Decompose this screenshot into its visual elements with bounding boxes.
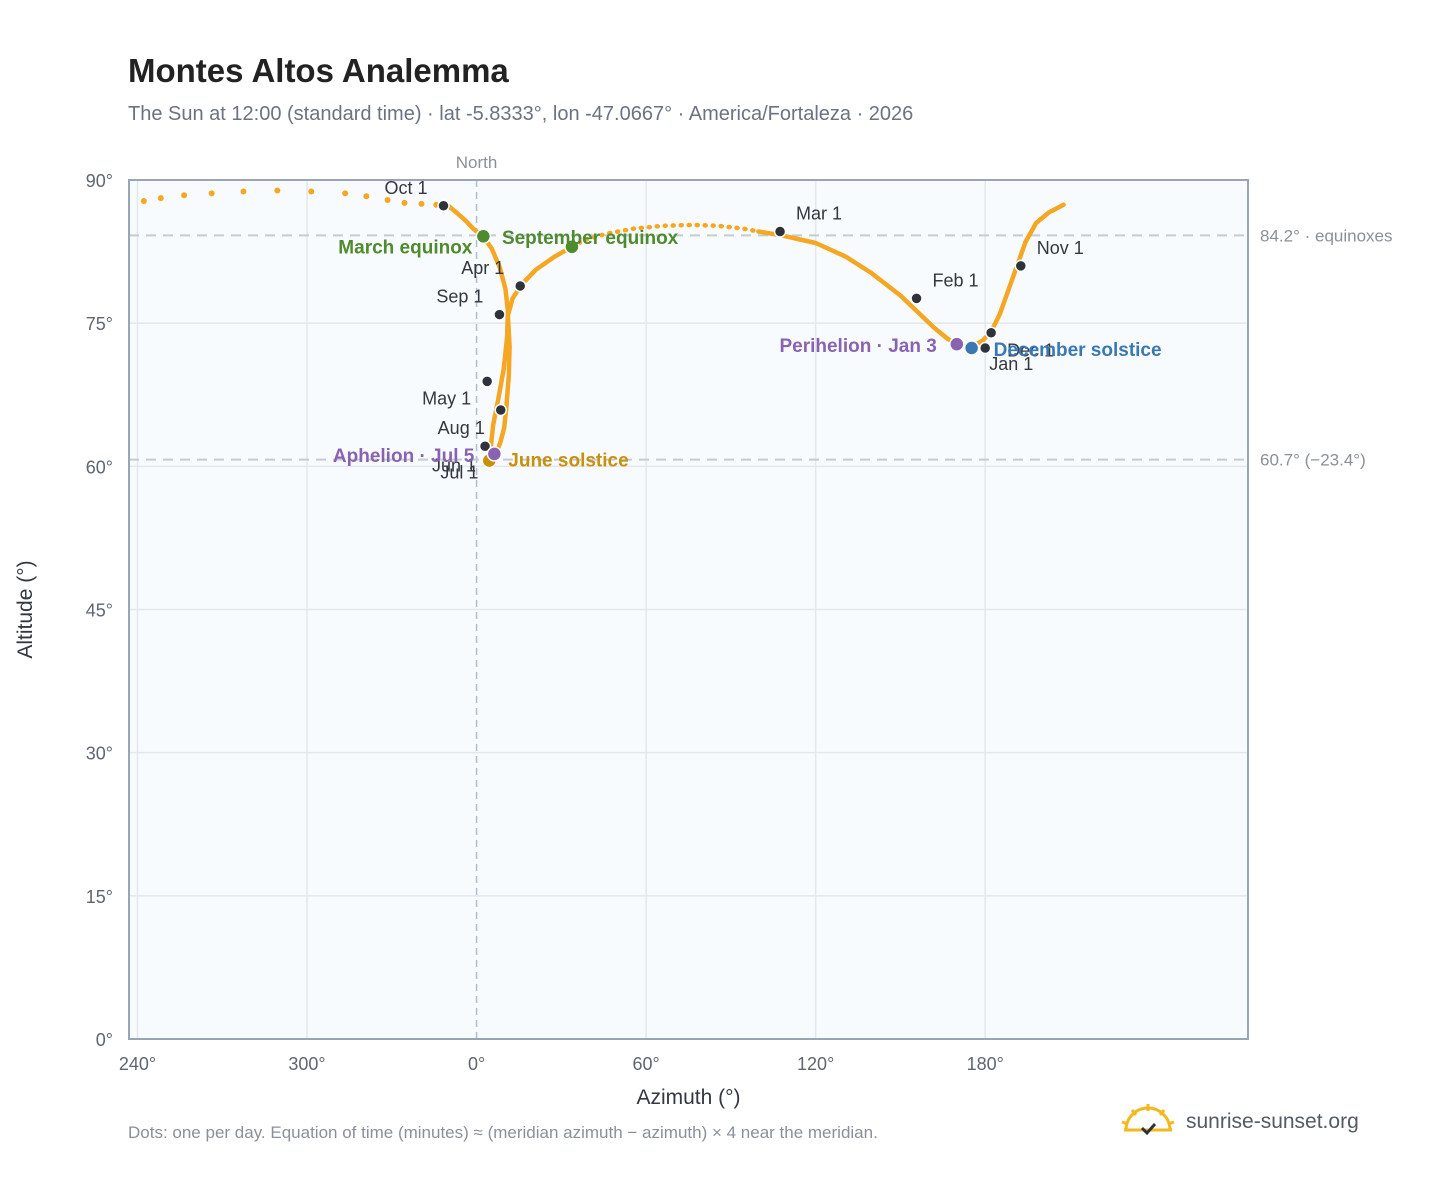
brand-logo[interactable]: sunrise-sunset.org xyxy=(1120,1102,1359,1142)
month-marker-label: Jun 1 xyxy=(432,455,476,475)
daily-dot xyxy=(418,200,425,207)
event-marker xyxy=(564,239,580,255)
daily-dot xyxy=(342,190,349,197)
daily-dot xyxy=(308,188,315,195)
month-marker xyxy=(910,292,923,305)
event-marker xyxy=(475,228,492,245)
month-marker-label: Mar 1 xyxy=(796,204,842,224)
month-marker xyxy=(978,341,992,355)
chart-subtitle: The Sun at 12:00 (standard time) · lat -… xyxy=(128,103,914,125)
month-marker xyxy=(493,308,506,321)
month-marker xyxy=(773,225,787,238)
month-marker xyxy=(513,279,527,293)
daily-dot xyxy=(363,193,370,200)
x-tick-label: 120° xyxy=(797,1054,834,1074)
event-markers: March equinox September equinox June solst… xyxy=(333,228,1162,472)
month-marker-label: Aug 1 xyxy=(438,418,485,438)
daily-dot xyxy=(401,199,408,206)
axes: 0° 15° 30° 45° 60° 75° 90° 240° 300° 0° 60° 120° 180… xyxy=(14,171,1004,1109)
brand-name: sunrise-sunset.org xyxy=(1186,1110,1359,1133)
x-tick-label: 300° xyxy=(288,1054,325,1074)
analemma-segment xyxy=(490,244,575,462)
x-tick-label: 180° xyxy=(967,1054,1004,1074)
x-tick-label: 0° xyxy=(468,1054,485,1074)
reference-line-label: 84.2° · equinoxes xyxy=(1260,226,1393,245)
y-tick-label: 0° xyxy=(96,1030,113,1050)
footnote: Dots: one per day. Equation of time (min… xyxy=(128,1123,878,1142)
month-marker xyxy=(480,375,494,388)
y-tick-label: 60° xyxy=(86,457,113,477)
month-marker-label: Nov 1 xyxy=(1037,238,1084,258)
daily-dot xyxy=(208,190,215,197)
daily-dot xyxy=(240,188,247,195)
event-label: Aphelion · Jul 5 xyxy=(333,446,475,467)
y-tick-label: 45° xyxy=(86,601,113,621)
sun-icon xyxy=(1121,1104,1175,1136)
daily-dot xyxy=(181,192,188,199)
reference-lines: North 84.2° · equinoxes 60.7° (−23.4°) xyxy=(129,153,1393,1039)
month-marker-label: Apr 1 xyxy=(461,258,504,278)
chart-title: Montes Altos Analemma xyxy=(128,52,509,89)
month-marker-label: Dec 1 xyxy=(1007,341,1054,361)
event-label: Perihelion · Jan 3 xyxy=(779,336,936,357)
event-marker xyxy=(486,446,503,462)
y-tick-label: 90° xyxy=(86,171,113,191)
analemma-segment xyxy=(569,222,761,250)
y-tick-label: 15° xyxy=(86,887,113,907)
analemma-segment xyxy=(445,203,511,462)
plot-frame xyxy=(128,179,1249,1040)
reference-line-label: 60.7° (−23.4°) xyxy=(1260,451,1366,470)
meridian-label: North xyxy=(456,153,498,172)
month-marker xyxy=(478,440,492,453)
month-marker-label: Sep 1 xyxy=(436,287,483,307)
y-axis-title: Altitude (°) xyxy=(14,560,37,658)
x-axis-title: Azimuth (°) xyxy=(636,1086,740,1109)
month-marker-label: Feb 1 xyxy=(933,270,979,290)
x-tick-label: 60° xyxy=(632,1054,659,1074)
event-marker xyxy=(963,340,980,356)
event-marker xyxy=(949,336,965,352)
month-marker xyxy=(1014,259,1028,273)
month-marker-label: Jul 1 xyxy=(440,463,478,483)
month-marker xyxy=(984,326,998,339)
month-marker xyxy=(437,199,450,213)
event-label: March equinox xyxy=(338,237,473,258)
daily-dot xyxy=(384,197,391,204)
event-label: September equinox xyxy=(502,228,679,249)
daily-dot xyxy=(157,195,164,202)
month-marker xyxy=(494,403,507,417)
month-marker-label: Jan 1 xyxy=(989,354,1033,374)
daily-dot xyxy=(274,187,281,194)
month-marker-label: Oct 1 xyxy=(384,178,427,198)
x-tick-label: 240° xyxy=(119,1054,156,1074)
event-label: June solstice xyxy=(508,451,628,472)
event-label: December solstice xyxy=(994,340,1162,361)
y-tick-label: 30° xyxy=(86,744,113,764)
y-tick-label: 75° xyxy=(86,314,113,334)
month-marker-label: May 1 xyxy=(422,388,471,408)
daily-dot xyxy=(140,197,147,204)
